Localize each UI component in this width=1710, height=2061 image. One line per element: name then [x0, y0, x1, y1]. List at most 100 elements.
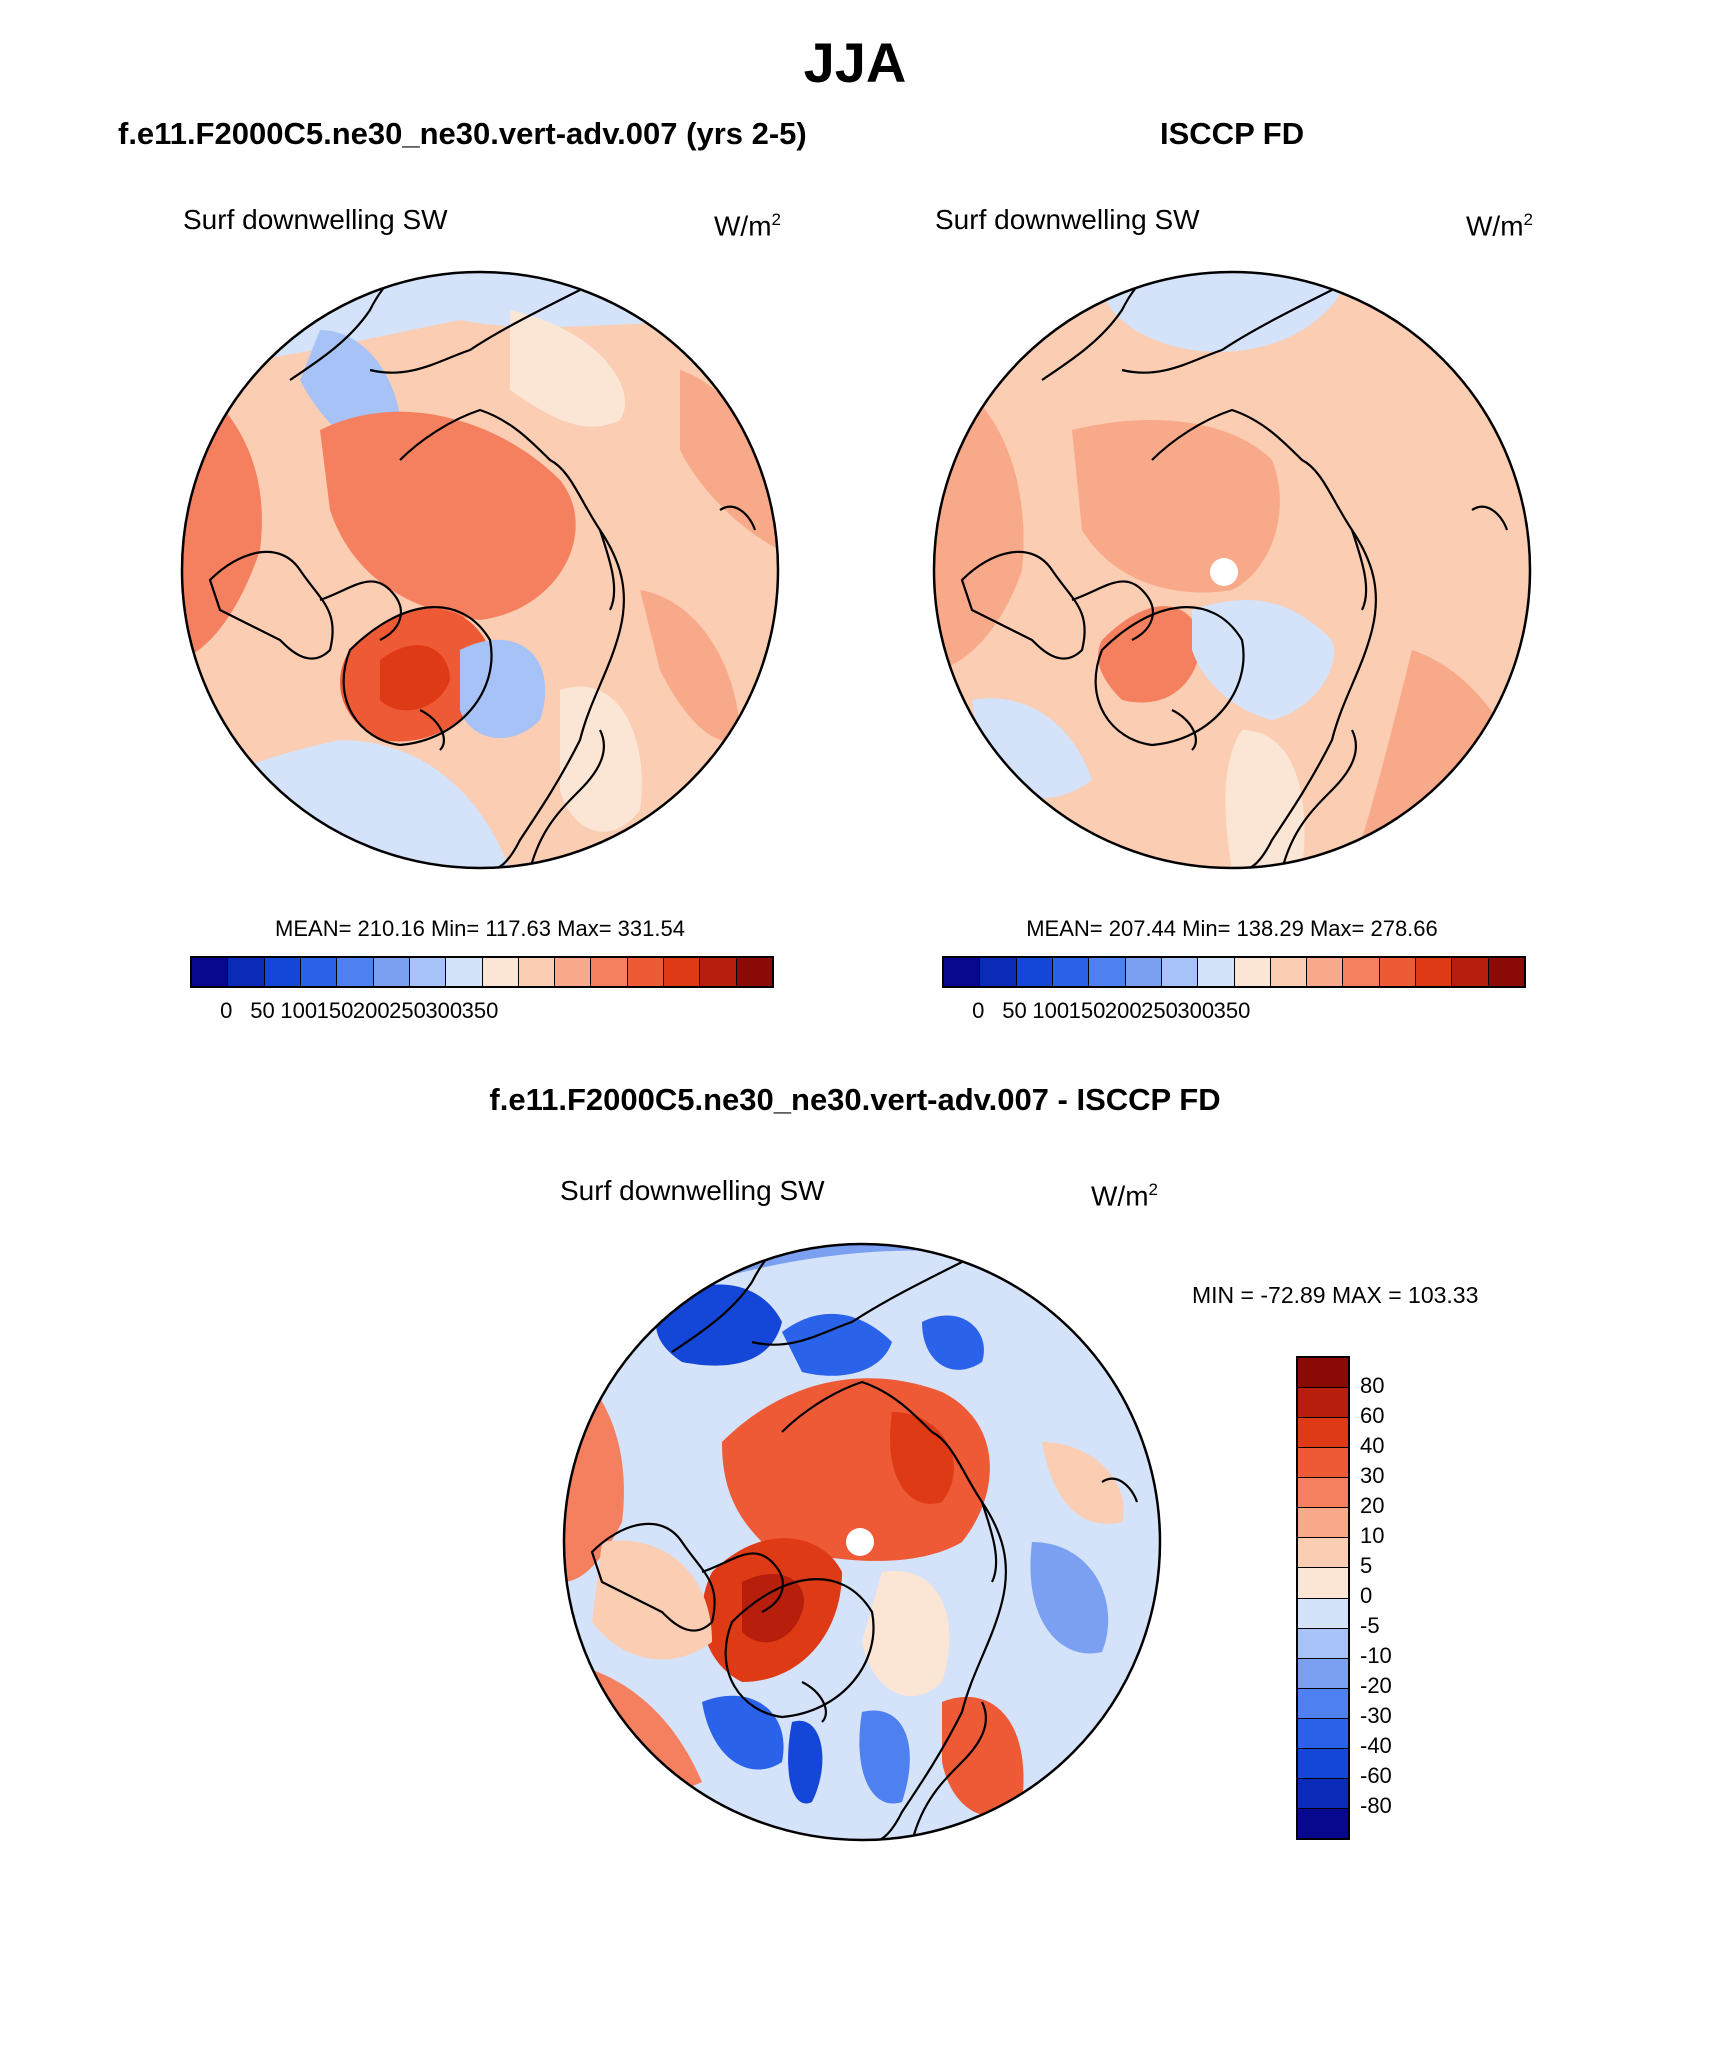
diff-colorbar-ticks: 80 60 40 30 20 10 5 0 -5 -10 -20 -30 -40 -60 -80	[1360, 1356, 1420, 1836]
diff-colorbar-tick-label: 0	[1360, 1583, 1373, 1608]
model-colorbar-swatch	[228, 958, 265, 986]
model-colorbar-tick-label: 300	[425, 998, 463, 1023]
diff-variable-label: Surf downwelling SW	[560, 1175, 825, 1206]
diff-colorbar-tick-label: 80	[1360, 1373, 1385, 1398]
diff-colorbar-swatch	[1298, 1568, 1348, 1599]
model-colorbar-tick-label: 350	[461, 998, 499, 1023]
diff-colorbar-swatch	[1298, 1448, 1348, 1479]
diff-colorbar-swatch	[1298, 1628, 1348, 1659]
diff-colorbar-tick-label: 5	[1360, 1553, 1373, 1578]
obs-colorbar-swatch	[1270, 958, 1308, 986]
model-colorbar-swatch	[700, 958, 737, 986]
obs-colorbar-swatch	[1452, 958, 1489, 986]
diff-panel-title: f.e11.F2000C5.ne30_ne30.vert-adv.007 - I…	[489, 1082, 1221, 1117]
obs-colorbar-tick-label: 250	[1141, 998, 1178, 1023]
diff-colorbar-swatch	[1298, 1478, 1348, 1509]
obs-colorbar-tick-label: 200	[1104, 998, 1142, 1023]
diff-colorbar-swatch	[1298, 1538, 1348, 1569]
figure-title: JJA	[803, 31, 907, 94]
obs-colorbar-swatch	[1488, 958, 1524, 986]
model-units-label: W/m2	[714, 210, 781, 242]
obs-colorbar-tick-label: 150	[1068, 998, 1106, 1023]
model-colorbar-swatch	[518, 958, 556, 986]
model-colorbar-tick-label: 0	[220, 998, 233, 1023]
diff-colorbar-swatch	[1298, 1748, 1348, 1779]
obs-colorbar-tick-label: 100	[1032, 998, 1070, 1023]
diff-colorbar-tick-label: -30	[1360, 1703, 1392, 1728]
model-colorbar-tick-label: 150	[316, 998, 354, 1023]
obs-panel-title: ISCCP FD	[1160, 116, 1305, 151]
diff-colorbar-swatch	[1298, 1688, 1348, 1719]
obs-colorbar-swatch	[980, 958, 1017, 986]
diff-colorbar-tick-label: -60	[1360, 1763, 1392, 1788]
model-variable-label: Surf downwelling SW	[183, 204, 448, 235]
diff-units-label: W/m2	[1091, 1180, 1158, 1212]
diff-colorbar-tick-label: 60	[1360, 1403, 1385, 1428]
model-colorbar-swatch	[591, 958, 628, 986]
diff-colorbar-tick-label: 10	[1360, 1523, 1385, 1548]
model-stats-label: MEAN= 210.16 Min= 117.63 Max= 331.54	[275, 916, 685, 941]
obs-colorbar-swatch	[944, 958, 981, 986]
diff-colorbar-swatch	[1298, 1508, 1348, 1539]
obs-units-label: W/m2	[1466, 210, 1533, 242]
model-colorbar-swatch	[409, 958, 447, 986]
diff-polar-map	[562, 1242, 1162, 1842]
model-panel-title: f.e11.F2000C5.ne30_ne30.vert-adv.007 (yr…	[118, 116, 807, 151]
diff-colorbar-tick-label: -80	[1360, 1793, 1392, 1818]
obs-colorbar	[942, 956, 1526, 988]
model-colorbar-swatch	[300, 958, 338, 986]
obs-colorbar-swatch	[1416, 958, 1453, 986]
model-colorbar-swatch	[264, 958, 301, 986]
diff-colorbar-tick-label: -40	[1360, 1733, 1392, 1758]
model-colorbar-tick-label: 100	[280, 998, 318, 1023]
model-colorbar-tick-label: 250	[389, 998, 426, 1023]
model-colorbar-swatch	[373, 958, 410, 986]
model-polar-map	[180, 270, 780, 870]
model-colorbar-swatch	[337, 958, 374, 986]
obs-colorbar-swatch	[1161, 958, 1199, 986]
obs-colorbar-tick-label: 350	[1213, 998, 1251, 1023]
diff-colorbar-swatch	[1298, 1418, 1348, 1449]
obs-colorbar-swatch	[1125, 958, 1162, 986]
obs-polar-map	[932, 270, 1532, 870]
obs-colorbar-swatch	[1343, 958, 1380, 986]
model-colorbar-swatch	[446, 958, 483, 986]
obs-colorbar-swatch	[1379, 958, 1417, 986]
model-colorbar-tick-label: 200	[352, 998, 390, 1023]
diff-colorbar-tick-label: 20	[1360, 1493, 1385, 1518]
diff-colorbar-swatch	[1298, 1718, 1348, 1749]
obs-stats-label: MEAN= 207.44 Min= 138.29 Max= 278.66	[1026, 916, 1438, 941]
obs-variable-label: Surf downwelling SW	[935, 204, 1200, 235]
model-colorbar-ticks: 0 50 100 150 200 250 300 350	[190, 998, 770, 1028]
model-colorbar-tick-label: 50	[250, 998, 275, 1023]
diff-colorbar-tick-label: -5	[1360, 1613, 1380, 1638]
model-colorbar	[190, 956, 774, 988]
obs-colorbar-tick-label: 300	[1177, 998, 1215, 1023]
diff-colorbar-swatch	[1298, 1388, 1348, 1419]
obs-colorbar-swatch	[1016, 958, 1053, 986]
diff-colorbar-swatch	[1298, 1808, 1348, 1838]
model-colorbar-swatch	[736, 958, 772, 986]
obs-colorbar-tick-label: 0	[972, 998, 985, 1023]
obs-colorbar-ticks: 0 50 100 150 200 250 300 350	[942, 998, 1522, 1028]
obs-colorbar-swatch	[1234, 958, 1271, 986]
diff-colorbar-tick-label: 40	[1360, 1433, 1385, 1458]
model-colorbar-swatch	[555, 958, 592, 986]
obs-colorbar-swatch	[1198, 958, 1235, 986]
diff-colorbar-swatch	[1298, 1778, 1348, 1809]
model-colorbar-swatch	[192, 958, 229, 986]
diff-colorbar-swatch	[1298, 1358, 1348, 1389]
diff-colorbar-tick-label: -10	[1360, 1643, 1392, 1668]
model-colorbar-swatch	[664, 958, 701, 986]
model-colorbar-swatch	[627, 958, 665, 986]
obs-colorbar-swatch	[1089, 958, 1126, 986]
obs-colorbar-swatch	[1307, 958, 1344, 986]
obs-colorbar-swatch	[1052, 958, 1090, 986]
diff-colorbar-tick-label: 30	[1360, 1463, 1385, 1488]
model-colorbar-swatch	[482, 958, 519, 986]
diff-colorbar-swatch	[1298, 1598, 1348, 1629]
diff-colorbar-swatch	[1298, 1658, 1348, 1689]
diff-stats-label: MIN = -72.89 MAX = 103.33	[1192, 1282, 1479, 1308]
diff-colorbar	[1296, 1356, 1350, 1840]
diff-colorbar-tick-label: -20	[1360, 1673, 1392, 1698]
